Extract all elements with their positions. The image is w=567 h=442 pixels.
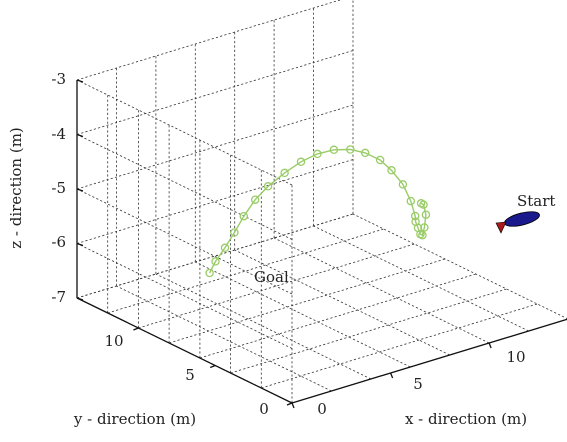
trajectory-point xyxy=(205,268,214,278)
trajectory-point xyxy=(360,148,370,158)
floor-grid-line xyxy=(273,237,490,344)
trajectory-point xyxy=(313,149,322,159)
x-tick-label: 5 xyxy=(413,375,423,393)
back-wall-grid-line xyxy=(76,50,354,135)
y-tick-label: 10 xyxy=(104,332,123,350)
trajectory-point xyxy=(411,217,420,226)
floor-grid-line xyxy=(352,213,567,319)
trajectory-point xyxy=(421,210,431,219)
z-tick-mark xyxy=(76,297,84,301)
y-axis-label: y - direction (m) xyxy=(73,410,196,428)
trajectory-point xyxy=(419,200,428,209)
z-tick-mark xyxy=(76,133,84,138)
trajectory-layer xyxy=(205,145,431,278)
trajectory-point xyxy=(375,155,385,165)
trajectory-point xyxy=(420,223,429,232)
floor-grid-line xyxy=(116,285,332,392)
trajectory-point xyxy=(263,182,273,191)
floor-grid-line xyxy=(313,225,529,332)
floor-grid-line xyxy=(199,273,477,359)
trajectory-point xyxy=(230,228,239,237)
x-axis-line xyxy=(291,318,567,404)
y-tick-mark xyxy=(133,327,139,331)
grid-layer xyxy=(76,0,567,404)
z-tick-mark xyxy=(76,79,84,83)
y-tick-label: 0 xyxy=(259,400,269,418)
left-wall-grid-line xyxy=(76,243,293,349)
y-axis-line xyxy=(76,297,293,404)
z-tick-label: -5 xyxy=(51,179,66,197)
x-tick-mark xyxy=(291,402,295,409)
ticks-layer: -3 -4 -5 -6 -7 0 5 10 0 5 10 xyxy=(51,70,525,418)
z-tick-label: -4 xyxy=(51,125,66,143)
x-tick-mark xyxy=(389,372,394,379)
vehicle-layer xyxy=(495,211,540,234)
trajectory-point xyxy=(398,180,408,189)
back-wall-grid-line xyxy=(76,159,354,244)
trajectory-point xyxy=(406,196,416,206)
trajectory-point xyxy=(410,211,420,221)
z-axis-label: z - direction (m) xyxy=(7,127,25,249)
trajectory-point xyxy=(329,145,339,155)
left-wall-grid-line xyxy=(76,79,293,186)
goal-label: Goal xyxy=(254,268,289,286)
back-wall-grid-line xyxy=(76,104,354,190)
floor-grid-line xyxy=(195,261,411,368)
trajectory-point xyxy=(280,168,289,178)
x-tick-mark xyxy=(488,342,492,349)
trajectory-point xyxy=(239,211,249,221)
y-tick-mark xyxy=(286,402,293,406)
trajectory-point xyxy=(250,195,260,204)
z-tick-label: -3 xyxy=(51,70,66,88)
start-label: Start xyxy=(517,192,555,210)
y-tick-label: 5 xyxy=(185,366,195,384)
trajectory-point xyxy=(296,157,306,167)
x-tick-label: 0 xyxy=(317,400,327,418)
annotations-layer: Start Goal xyxy=(254,192,555,286)
trajectory-point xyxy=(346,145,355,154)
trajectory-point xyxy=(387,166,396,175)
x-tick-label: 10 xyxy=(506,348,525,366)
vehicle-body xyxy=(504,211,540,227)
floor-grid-line xyxy=(234,249,450,356)
floor-grid-line xyxy=(76,213,354,299)
z-tick-label: -6 xyxy=(51,233,66,251)
left-wall-grid-line xyxy=(76,134,293,240)
floor-grid-line xyxy=(155,273,372,380)
trajectory-point xyxy=(211,257,220,266)
z-tick-mark xyxy=(76,188,84,192)
z-tick-label: -7 xyxy=(51,288,66,306)
back-wall-grid-line xyxy=(76,213,354,299)
back-wall-grid-line xyxy=(76,0,342,81)
z-tick-mark xyxy=(76,242,84,247)
labels-layer: z - direction (m) y - direction (m) x - … xyxy=(7,127,527,428)
x-axis-label: x - direction (m) xyxy=(405,410,527,428)
vehicle-fin xyxy=(495,221,507,234)
axes-layer xyxy=(76,79,567,409)
y-tick-mark xyxy=(209,364,216,369)
left-wall-grid-line xyxy=(76,188,293,295)
trajectory-point xyxy=(220,243,230,253)
